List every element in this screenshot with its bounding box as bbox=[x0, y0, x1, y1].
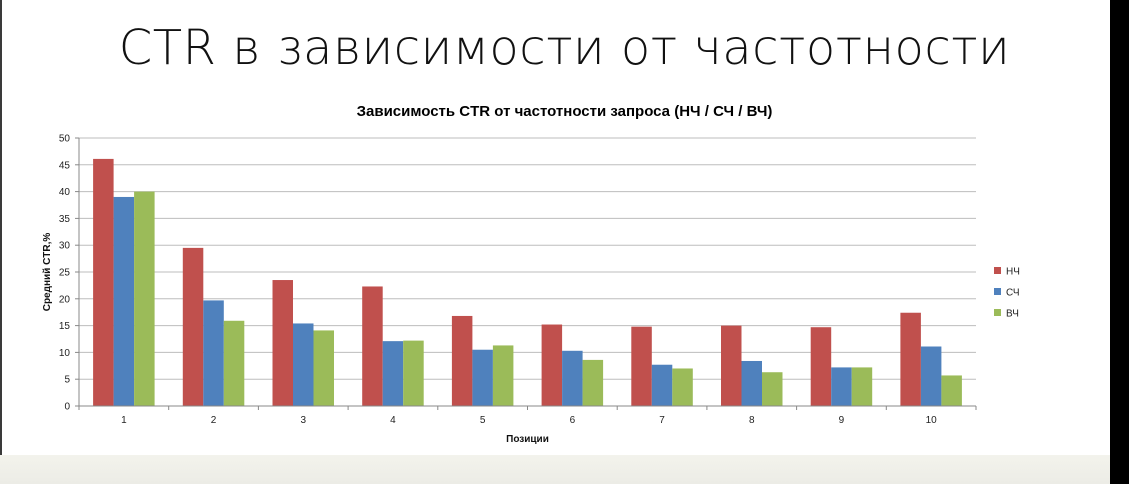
x-ticks: 1 2 3 4 5 6 7 8 9 10 bbox=[78, 406, 977, 426]
bar-СЧ-10 bbox=[920, 346, 942, 406]
chart-title: Зависимость CTR от частотности запроса (… bbox=[356, 103, 773, 120]
x-tick-label: 6 bbox=[570, 415, 576, 426]
legend-label-НЧ: НЧ bbox=[1006, 267, 1020, 278]
bar-НЧ-3 bbox=[272, 280, 293, 406]
right-black-border bbox=[1110, 0, 1129, 484]
bar-НЧ-2 bbox=[182, 247, 204, 406]
left-edge-line bbox=[0, 0, 2, 484]
bar-СЧ-8 bbox=[741, 360, 762, 406]
bar-СЧ-9 bbox=[831, 367, 852, 406]
bar-НЧ-6 bbox=[541, 324, 563, 406]
bar-НЧ-10 bbox=[900, 312, 921, 406]
y-tick-label: 30 bbox=[59, 241, 71, 252]
x-tick-label: 3 bbox=[300, 415, 306, 426]
y-axis-label: Средний CTR,% bbox=[42, 233, 53, 312]
bottom-strip bbox=[0, 455, 1110, 484]
bar-ВЧ-2 bbox=[223, 320, 245, 406]
x-tick-label: 1 bbox=[121, 415, 127, 426]
bar-СЧ-1 bbox=[113, 196, 135, 406]
legend-label-ВЧ: ВЧ bbox=[1006, 309, 1019, 320]
bar-ВЧ-4 bbox=[403, 340, 424, 406]
x-tick-label: 8 bbox=[749, 415, 755, 426]
bar-НЧ-9 bbox=[810, 327, 832, 406]
legend-label-СЧ: СЧ bbox=[1006, 288, 1020, 299]
y-tick-label: 35 bbox=[59, 214, 71, 225]
bar-СЧ-4 bbox=[382, 341, 404, 406]
legend-swatch-ВЧ bbox=[994, 309, 1001, 316]
y-tick-label: 0 bbox=[64, 402, 70, 413]
bar-СЧ-5 bbox=[472, 349, 493, 406]
x-tick-label: 7 bbox=[659, 415, 665, 426]
y-tick-label: 5 bbox=[64, 375, 70, 386]
bar-НЧ-5 bbox=[451, 315, 473, 406]
bars bbox=[93, 158, 962, 406]
legend: НЧ СЧ ВЧ bbox=[994, 267, 1020, 320]
bar-ВЧ-5 bbox=[492, 345, 514, 406]
bar-НЧ-1 bbox=[93, 158, 114, 406]
bar-НЧ-4 bbox=[362, 286, 383, 406]
y-tick-label: 45 bbox=[59, 160, 71, 171]
x-tick-label: 5 bbox=[480, 415, 486, 426]
gridlines bbox=[79, 137, 976, 380]
bar-НЧ-8 bbox=[721, 325, 742, 406]
bar-ВЧ-3 bbox=[313, 330, 334, 406]
legend-swatch-СЧ bbox=[994, 288, 1001, 295]
bar-НЧ-7 bbox=[631, 326, 652, 406]
x-axis-label: Позиции bbox=[506, 434, 549, 445]
x-tick-label: 9 bbox=[839, 415, 845, 426]
bar-ВЧ-9 bbox=[851, 367, 873, 406]
bar-СЧ-6 bbox=[562, 350, 583, 406]
bar-ВЧ-6 bbox=[582, 359, 604, 406]
x-tick-label: 4 bbox=[390, 415, 396, 426]
x-tick-label: 10 bbox=[926, 415, 938, 426]
y-tick-label: 15 bbox=[59, 321, 71, 332]
y-tick-label: 50 bbox=[59, 134, 71, 145]
bar-ВЧ-7 bbox=[672, 368, 693, 406]
y-tick-label: 20 bbox=[59, 294, 71, 305]
y-tick-label: 10 bbox=[59, 348, 71, 359]
bar-СЧ-3 bbox=[293, 323, 314, 406]
bar-СЧ-2 bbox=[203, 300, 224, 406]
bar-ВЧ-8 bbox=[762, 372, 783, 406]
bar-СЧ-7 bbox=[651, 364, 673, 406]
y-ticks: 0 5 10 15 20 25 30 35 40 45 50 bbox=[59, 134, 79, 413]
bar-ВЧ-10 bbox=[941, 375, 962, 406]
y-tick-label: 40 bbox=[59, 187, 71, 198]
y-tick-label: 25 bbox=[59, 268, 71, 279]
slide-title: CTR в зависимости от частотности bbox=[118, 20, 1011, 76]
legend-swatch-НЧ bbox=[994, 267, 1001, 274]
bar-ВЧ-1 bbox=[134, 191, 155, 406]
x-tick-label: 2 bbox=[211, 415, 217, 426]
